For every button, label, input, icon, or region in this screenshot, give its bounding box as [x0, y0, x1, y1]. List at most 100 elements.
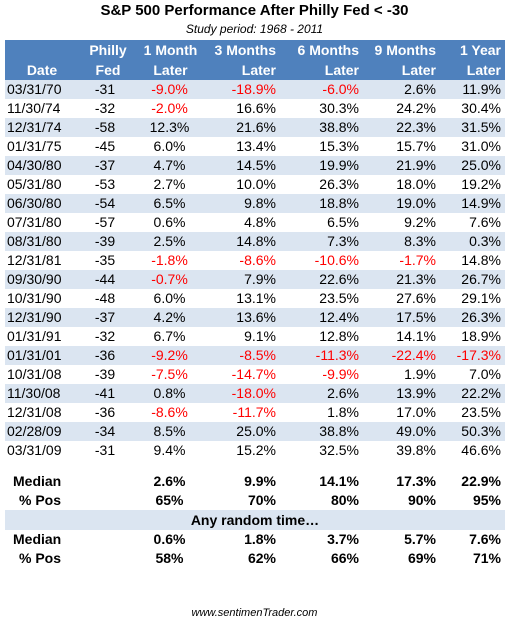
random-cell: 58%: [137, 549, 204, 568]
summary-cell: 90%: [363, 491, 440, 510]
month9-cell: 39.8%: [363, 441, 440, 460]
month1-cell: 6.7%: [137, 327, 204, 346]
month1-cell: -1.8%: [137, 251, 204, 270]
year1-cell: 31.5%: [440, 118, 505, 137]
random-label: Median: [5, 530, 137, 549]
philly-cell: -44: [79, 270, 137, 289]
month3-cell: 14.5%: [204, 156, 280, 175]
header-bottom-3m: Later: [204, 60, 280, 80]
summary-cell: 65%: [137, 491, 204, 510]
month9-cell: 22.3%: [363, 118, 440, 137]
month6-cell: 2.6%: [280, 384, 363, 403]
random-time-row: Any random time…: [5, 510, 505, 530]
table-row: 01/31/75 -45 6.0% 13.4% 15.3% 15.7% 31.0%: [5, 137, 505, 156]
date-cell: 12/31/08: [5, 403, 79, 422]
month6-cell: 7.3%: [280, 232, 363, 251]
random-cell: 5.7%: [363, 530, 440, 549]
month3-cell: 13.1%: [204, 289, 280, 308]
summary-body: Median 2.6% 9.9% 14.1% 17.3% 22.9% % Pos…: [5, 460, 505, 568]
month9-cell: 19.0%: [363, 194, 440, 213]
month9-cell: -1.7%: [363, 251, 440, 270]
table-row: 12/31/08 -36 -8.6% -11.7% 1.8% 17.0% 23.5%: [5, 403, 505, 422]
random-time-label: Any random time…: [5, 510, 505, 530]
year1-cell: 19.2%: [440, 175, 505, 194]
month1-cell: -9.0%: [137, 80, 204, 99]
month9-cell: 14.1%: [363, 327, 440, 346]
year1-cell: 14.9%: [440, 194, 505, 213]
summary-cell: 17.3%: [363, 472, 440, 491]
date-cell: 06/30/80: [5, 194, 79, 213]
month9-cell: 18.0%: [363, 175, 440, 194]
month1-cell: 2.5%: [137, 232, 204, 251]
month9-cell: 27.6%: [363, 289, 440, 308]
summary-cell: 9.9%: [204, 472, 280, 491]
month6-cell: 23.5%: [280, 289, 363, 308]
summary-label: % Pos: [5, 491, 137, 510]
month3-cell: 4.8%: [204, 213, 280, 232]
philly-cell: -31: [79, 80, 137, 99]
summary-cell: 70%: [204, 491, 280, 510]
table-row: 09/30/90 -44 -0.7% 7.9% 22.6% 21.3% 26.7%: [5, 270, 505, 289]
month3-cell: 10.0%: [204, 175, 280, 194]
year1-cell: 50.3%: [440, 422, 505, 441]
month3-cell: 21.6%: [204, 118, 280, 137]
month1-cell: 0.8%: [137, 384, 204, 403]
date-cell: 12/31/90: [5, 308, 79, 327]
philly-cell: -35: [79, 251, 137, 270]
table-row: 04/30/80 -37 4.7% 14.5% 19.9% 21.9% 25.0%: [5, 156, 505, 175]
date-cell: 12/31/81: [5, 251, 79, 270]
philly-cell: -45: [79, 137, 137, 156]
year1-cell: 7.6%: [440, 213, 505, 232]
philly-cell: -32: [79, 327, 137, 346]
year1-cell: 26.3%: [440, 308, 505, 327]
date-cell: 03/31/70: [5, 80, 79, 99]
month1-cell: 6.0%: [137, 137, 204, 156]
random-cell: 69%: [363, 549, 440, 568]
month3-cell: 16.6%: [204, 99, 280, 118]
month1-cell: 12.3%: [137, 118, 204, 137]
chart-title: S&P 500 Performance After Philly Fed < -…: [100, 2, 409, 19]
random-cell: 3.7%: [280, 530, 363, 549]
header-top-1m: 1 Month: [137, 40, 204, 60]
month3-cell: 13.6%: [204, 308, 280, 327]
table-row: 01/31/01 -36 -9.2% -8.5% -11.3% -22.4% -17.3%: [5, 346, 505, 365]
year1-cell: 23.5%: [440, 403, 505, 422]
table-row: 07/31/80 -57 0.6% 4.8% 6.5% 9.2% 7.6%: [5, 213, 505, 232]
table-row: 10/31/08 -39 -7.5% -14.7% -9.9% 1.9% 7.0%: [5, 365, 505, 384]
year1-cell: 29.1%: [440, 289, 505, 308]
month3-cell: -8.5%: [204, 346, 280, 365]
month1-cell: 6.0%: [137, 289, 204, 308]
table-body: 03/31/70 -31 -9.0% -18.9% -6.0% 2.6% 11.9% 11/3…: [5, 80, 505, 460]
table-row: 05/31/80 -53 2.7% 10.0% 26.3% 18.0% 19.2%: [5, 175, 505, 194]
month1-cell: -0.7%: [137, 270, 204, 289]
month9-cell: 17.5%: [363, 308, 440, 327]
table-row: 10/31/90 -48 6.0% 13.1% 23.5% 27.6% 29.1%: [5, 289, 505, 308]
month1-cell: -9.2%: [137, 346, 204, 365]
table-row: 02/28/09 -34 8.5% 25.0% 38.8% 49.0% 50.3%: [5, 422, 505, 441]
year1-cell: 22.2%: [440, 384, 505, 403]
month6-cell: 38.8%: [280, 118, 363, 137]
date-cell: 05/31/80: [5, 175, 79, 194]
month6-cell: 12.8%: [280, 327, 363, 346]
date-cell: 08/31/80: [5, 232, 79, 251]
date-cell: 01/31/01: [5, 346, 79, 365]
month3-cell: 13.4%: [204, 137, 280, 156]
month6-cell: -9.9%: [280, 365, 363, 384]
date-cell: 07/31/80: [5, 213, 79, 232]
date-cell: 03/31/09: [5, 441, 79, 460]
summary-row-pos: % Pos 65% 70% 80% 90% 95%: [5, 491, 505, 510]
random-cell: 1.8%: [204, 530, 280, 549]
month1-cell: -2.0%: [137, 99, 204, 118]
random-cell: 0.6%: [137, 530, 204, 549]
year1-cell: 25.0%: [440, 156, 505, 175]
year1-cell: 11.9%: [440, 80, 505, 99]
month3-cell: 25.0%: [204, 422, 280, 441]
year1-cell: 26.7%: [440, 270, 505, 289]
summary-cell: 22.9%: [440, 472, 505, 491]
table-row: 03/31/70 -31 -9.0% -18.9% -6.0% 2.6% 11.9%: [5, 80, 505, 99]
year1-cell: 18.9%: [440, 327, 505, 346]
header-top-date: [5, 40, 79, 60]
philly-cell: -39: [79, 365, 137, 384]
month9-cell: 8.3%: [363, 232, 440, 251]
